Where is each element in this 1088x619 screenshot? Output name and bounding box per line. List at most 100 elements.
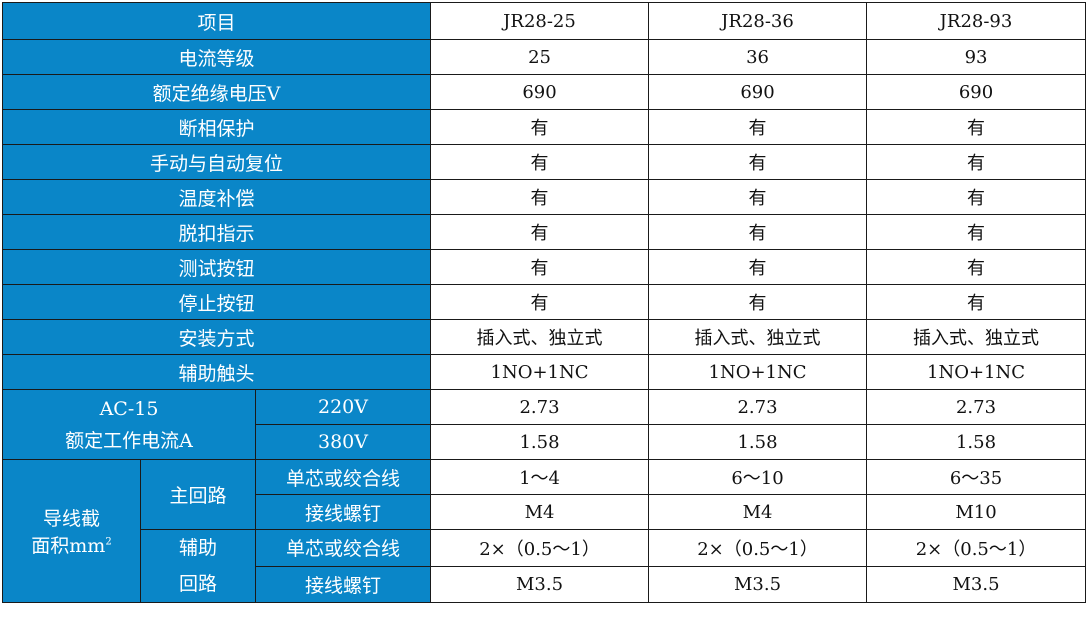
value-cell: 1.58 <box>648 424 868 460</box>
value-cell: 6～10 <box>648 459 868 495</box>
table-row: AC-15 额定工作电流A 220V 2.73 2.73 2.73 <box>2 389 1087 460</box>
row-label: 额定绝缘电压V <box>1 74 432 110</box>
value-cell: M4 <box>430 494 650 530</box>
label-line: 回路 <box>141 566 255 602</box>
aux-circuit-label: 辅助 回路 <box>140 529 256 603</box>
wire-type-label: 单芯或绞合线 <box>254 529 432 567</box>
table-row: 电流等级 25 36 93 <box>1 39 1087 75</box>
row-label: 电流等级 <box>1 39 432 75</box>
value-cell: 有 <box>866 214 1087 250</box>
value-cell: 有 <box>866 179 1087 215</box>
value-cell: 2.73 <box>648 389 868 425</box>
value-cell: 有 <box>648 179 868 215</box>
value-cell: 690 <box>430 74 650 110</box>
value-cell: 93 <box>866 39 1087 75</box>
header-item: 项目 <box>1 2 432 40</box>
label-line: 额定工作电流A <box>3 425 255 457</box>
header-model: JR28-36 <box>648 2 868 40</box>
value-cell: 36 <box>648 39 868 75</box>
value-cell: 1NO+1NC <box>430 354 650 390</box>
table-row: 停止按钮有有有 <box>1 284 1087 320</box>
value-cell: 690 <box>866 74 1087 110</box>
value-cell: 有 <box>648 284 868 320</box>
wire-section-label: 导线截 面积mm2 <box>2 459 141 603</box>
label-text: 额定工作电流A <box>65 429 193 452</box>
table-row: 辅助 回路 单芯或绞合线 2×（0.5～1） 2×（0.5～1） 2×（0.5～1） <box>3 529 1087 603</box>
value-cell: 690 <box>648 74 868 110</box>
header-model: JR28-25 <box>430 2 650 40</box>
value-cell: 有 <box>866 144 1087 180</box>
value-cell: 2×（0.5～1） <box>430 529 650 567</box>
value-cell: 有 <box>866 109 1087 145</box>
label-line: AC-15 <box>99 397 159 420</box>
superscript: 2 <box>105 536 112 548</box>
main-circuit-label: 主回路 <box>140 459 256 530</box>
value-cell: 1NO+1NC <box>648 354 868 390</box>
value-cell: 有 <box>648 249 868 285</box>
row-label: 脱扣指示 <box>1 214 432 250</box>
wire-type-label: 接线螺钉 <box>254 565 432 603</box>
value-cell: 1NO+1NC <box>866 354 1087 390</box>
value-cell: 有 <box>866 249 1087 285</box>
value-cell: 25 <box>430 39 650 75</box>
value-cell: 有 <box>430 284 650 320</box>
value-cell: 有 <box>866 284 1087 320</box>
value-cell: 有 <box>430 144 650 180</box>
table-row: 手动与自动复位有有有 <box>1 144 1087 180</box>
value-cell: 有 <box>430 249 650 285</box>
value-cell: 有 <box>648 109 868 145</box>
table-row: 接线螺钉 M4 M4 M10 <box>3 494 1087 530</box>
value-cell: 有 <box>430 214 650 250</box>
ac15-label: AC-15 额定工作电流A <box>2 389 256 460</box>
voltage-label: 380V <box>254 424 432 460</box>
value-cell: 2×（0.5～1） <box>866 529 1087 567</box>
row-label: 安装方式 <box>1 319 432 355</box>
table-row: 测试按钮有有有 <box>1 249 1087 285</box>
label-line: 面积mm2 <box>3 531 140 558</box>
value-cell: 插入式、独立式 <box>866 319 1087 355</box>
header-row: 项目 JR28-25 JR28-36 JR28-93 <box>1 2 1087 40</box>
value-cell: 有 <box>430 179 650 215</box>
header-model: JR28-93 <box>866 2 1087 40</box>
table-row: 接线螺钉 M3.5 M3.5 M3.5 <box>3 565 1087 603</box>
row-label: 辅助触头 <box>1 354 432 390</box>
value-cell: M4 <box>648 494 868 530</box>
row-label: 温度补偿 <box>1 179 432 215</box>
value-cell: 1～4 <box>430 459 650 495</box>
label-line: 导线截 <box>42 508 100 530</box>
value-cell: 有 <box>648 214 868 250</box>
table-row: 辅助触头 1NO+1NC 1NO+1NC 1NO+1NC <box>1 354 1087 390</box>
label-text: 回路 <box>178 573 217 595</box>
value-cell: 2.73 <box>430 389 650 425</box>
wire-type-label: 单芯或绞合线 <box>254 459 432 495</box>
value-cell: 2.73 <box>866 389 1087 425</box>
value-cell: 1.58 <box>430 424 650 460</box>
value-cell: 有 <box>648 144 868 180</box>
table-row: 脱扣指示有有有 <box>1 214 1087 250</box>
table-row: 安装方式 插入式、独立式 插入式、独立式 插入式、独立式 <box>1 319 1087 355</box>
spec-table: 项目 JR28-25 JR28-36 JR28-93 电流等级 25 36 93 额定绝… <box>1 2 1087 603</box>
value-cell: M3.5 <box>648 565 868 603</box>
row-label: 停止按钮 <box>1 284 432 320</box>
table-row: 断相保护有有有 <box>1 109 1087 145</box>
table-row: 导线截 面积mm2 主回路 单芯或绞合线 1～4 6～10 6～35 <box>2 459 1087 603</box>
row-label: 断相保护 <box>1 109 432 145</box>
value-cell: M10 <box>866 494 1087 530</box>
row-label: 手动与自动复位 <box>1 144 432 180</box>
value-cell: 2×（0.5～1） <box>648 529 868 567</box>
value-cell: 6～35 <box>866 459 1087 495</box>
value-cell: M3.5 <box>430 565 650 603</box>
value-cell: 1.58 <box>866 424 1087 460</box>
row-label: 测试按钮 <box>1 249 432 285</box>
value-cell: 有 <box>430 109 650 145</box>
voltage-label: 220V <box>254 389 432 425</box>
table-row: 额定绝缘电压V 690 690 690 <box>1 74 1087 110</box>
value-cell: 插入式、独立式 <box>430 319 650 355</box>
value-cell: M3.5 <box>866 565 1087 603</box>
label-text: 面积mm <box>31 535 106 557</box>
label-line: 辅助 <box>178 537 217 559</box>
table-row: 温度补偿有有有 <box>1 179 1087 215</box>
table-row: 380V 1.58 1.58 1.58 <box>3 424 1087 460</box>
value-cell: 插入式、独立式 <box>648 319 868 355</box>
wire-type-label: 接线螺钉 <box>254 494 432 530</box>
